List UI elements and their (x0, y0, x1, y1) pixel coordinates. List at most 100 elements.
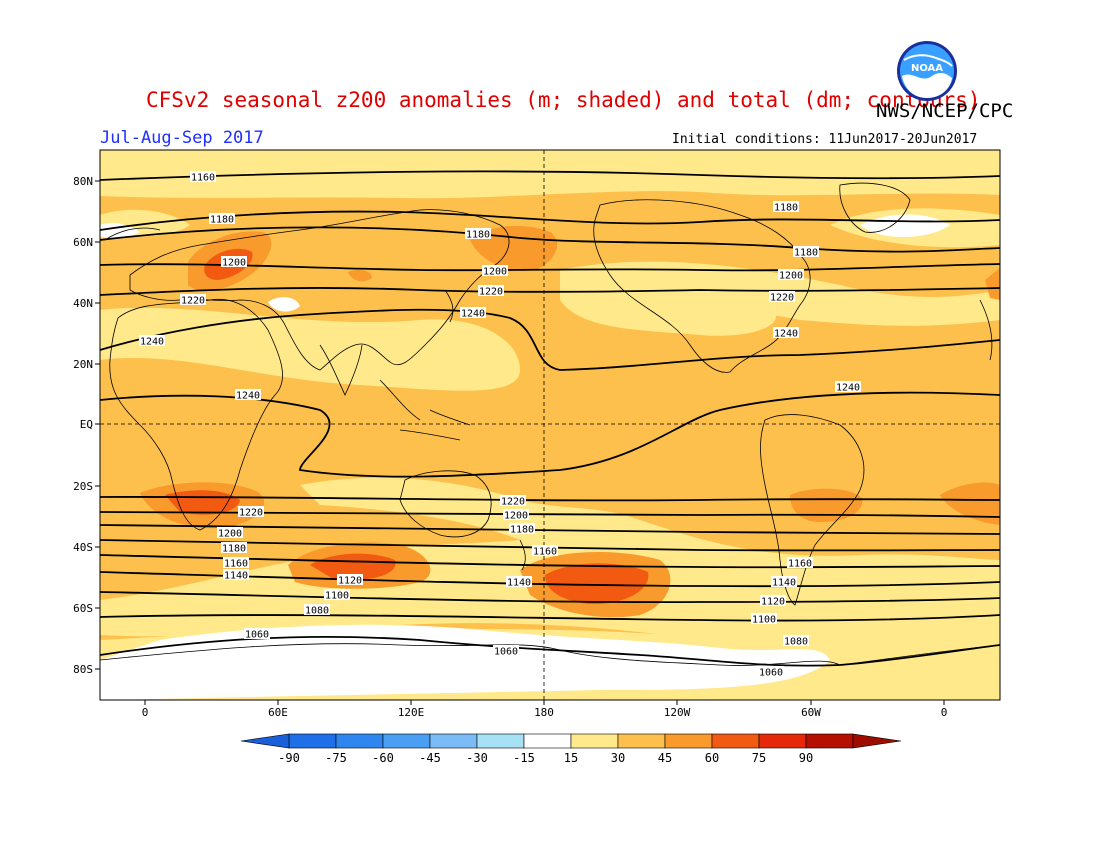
contour-label-bg (769, 291, 795, 302)
colorbar-tick-label: -30 (466, 751, 488, 765)
contour-label: 1180 (465, 228, 491, 241)
agency-label: NWS/NCEP/CPC (876, 100, 1014, 122)
contour-label: 1060 (758, 666, 784, 679)
colorbar-segment (805, 733, 854, 749)
colorbar-tick-label: -75 (325, 751, 347, 765)
contour-label: 1240 (773, 327, 799, 340)
logo-text: NOAA (911, 63, 943, 74)
shade-near-zero-atlantic (100, 222, 140, 239)
lon-label: 0 (142, 706, 149, 719)
colorbar-tick-label: -45 (419, 751, 441, 765)
lon-label: 60W (801, 706, 821, 719)
contour-label-bg (235, 389, 261, 400)
colorbar-tick-label: 60 (705, 751, 719, 765)
map-frame (99, 149, 1001, 701)
contour-1060-s (100, 635, 1000, 667)
initial-conditions: Initial conditions: 11Jun2017-20Jun2017 (672, 132, 978, 147)
contour-1160-s (100, 539, 1000, 552)
coast-japan (444, 289, 454, 323)
colorbar-segment (570, 733, 619, 749)
contour-label-bg (773, 201, 799, 212)
contour-label-text: 1200 (218, 529, 242, 540)
contour-1200 (100, 263, 1000, 272)
contour-label: 1140 (506, 576, 532, 589)
colorbar-tick-label: -15 (513, 751, 535, 765)
contour-label: 1200 (482, 265, 508, 278)
contour-label-bg (190, 171, 216, 182)
contour-label-bg (793, 246, 819, 257)
contour-label: 1200 (221, 256, 247, 269)
contour-label-bg (482, 265, 508, 276)
contour-label-text: 1140 (772, 578, 796, 589)
contour-label: 1160 (532, 545, 558, 558)
contour-label-bg (503, 509, 529, 520)
lat-label: 20S (73, 480, 93, 493)
contour-label-bg (760, 595, 786, 606)
chart-title: CFSv2 seasonal z200 anomalies (m; shaded… (146, 88, 981, 112)
contour-labels: 1160 1180 1180 1180 1180 1200 1200 1200 1220 1220… (139, 171, 861, 679)
lat-label: 40N (73, 297, 93, 310)
coast-samerica (760, 414, 865, 606)
forecast-period: Jul-Aug-Sep 2017 (100, 128, 264, 148)
contour-label-bg (500, 495, 526, 506)
contour-label-bg (751, 613, 777, 624)
lat-label: 60S (73, 602, 93, 615)
colorbar-segment (758, 733, 807, 749)
contour-label-bg (209, 213, 235, 224)
contour-label: 1180 (209, 213, 235, 226)
contour-label-text: 1220 (479, 287, 503, 298)
colorbar-segment (335, 733, 384, 749)
contour-label-text: 1200 (504, 511, 528, 522)
contour-label-text: 1140 (224, 571, 248, 582)
contour-label-text: 1180 (466, 230, 490, 241)
coast-australia (399, 470, 492, 538)
contour-label-bg (493, 645, 519, 656)
contour-label: 1240 (835, 381, 861, 394)
shade-near-zero-antarctic (100, 624, 830, 700)
colorbar-segment (382, 733, 431, 749)
contour-label-text: 1080 (784, 637, 808, 648)
lon-label: 60E (268, 706, 288, 719)
contour-label: 1140 (771, 576, 797, 589)
lat-label: 80N (73, 175, 93, 188)
contour-label: 1200 (217, 527, 243, 540)
colorbar-segment (429, 733, 478, 749)
contour-label: 1060 (493, 645, 519, 658)
lon-label: 180 (534, 706, 554, 719)
shade-45-60-natlantic (985, 268, 1000, 300)
shade-15-30-north (100, 150, 1000, 199)
contour-label-text: 1180 (222, 544, 246, 555)
contour-label: 1120 (760, 595, 786, 608)
colorbar-segment (664, 733, 713, 749)
contour-label-bg (773, 327, 799, 338)
contour-label-text: 1220 (181, 296, 205, 307)
coast-nz (519, 539, 526, 571)
contour-label: 1180 (793, 246, 819, 259)
lon-label: 120E (398, 706, 425, 719)
noaa-logo-icon: NOAA (897, 41, 957, 101)
contour-label-bg (221, 256, 247, 267)
contour-label-text: 1180 (794, 248, 818, 259)
contour-label-text: 1240 (774, 329, 798, 340)
lat-label: EQ (80, 418, 93, 431)
coast-greenland (839, 182, 911, 233)
contour-label-bg (238, 506, 264, 517)
contour-label: 1180 (773, 201, 799, 214)
contour-label-text: 1200 (222, 258, 246, 269)
contour-label: 1160 (223, 557, 249, 570)
contour-label: 1080 (304, 604, 330, 617)
contour-label-bg (783, 635, 809, 646)
contour-label-bg (221, 542, 247, 553)
contour-label-bg (223, 557, 249, 568)
contour-label-text: 1220 (770, 293, 794, 304)
latitude-axis: 80N 60N 40N 20N EQ 20S 40S 60S 80S (73, 175, 100, 676)
contour-1240-south (100, 391, 1000, 478)
contour-label-bg (244, 628, 270, 639)
contour-label-text: 1180 (210, 215, 234, 226)
shade-45-60-kamchatka (470, 225, 558, 272)
colorbar-left-arrow (240, 733, 290, 749)
contour-label-text: 1240 (140, 337, 164, 348)
contour-label-bg (180, 294, 206, 305)
contour-label-text: 1120 (338, 576, 362, 587)
